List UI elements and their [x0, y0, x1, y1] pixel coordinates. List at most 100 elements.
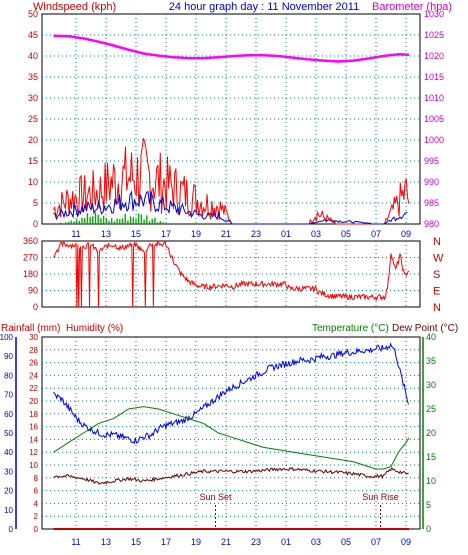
- winddir-tick-label: 360: [23, 236, 38, 246]
- x-tick-label: 03: [311, 229, 321, 239]
- windspeed-axis-title: Windspeed (kph): [33, 1, 116, 13]
- temperature-axis-title: Temperature (°C): [312, 323, 389, 334]
- windspeed-tick-label: 5: [33, 198, 38, 208]
- barometer-tick-label: 1025: [424, 30, 444, 40]
- rainfall-tick-label: 10: [29, 461, 38, 470]
- rainfall-tick-label: 14: [29, 435, 38, 444]
- x-tick-label: 19: [191, 537, 201, 547]
- temperature-tick-label: 35: [426, 356, 436, 366]
- winddir-tick-label: 0: [33, 302, 38, 312]
- rainfall-tick-label: 0: [34, 525, 39, 534]
- temperature-tick-label: 20: [426, 428, 436, 438]
- x-tick-label: 09: [401, 537, 411, 547]
- humidity-tick-label: 60: [4, 410, 13, 419]
- temperature-tick-label: 10: [426, 476, 436, 486]
- sunset-label: Sun Set: [199, 492, 232, 502]
- x-tick-label: 11: [71, 229, 80, 239]
- humidity-tick-label: 30: [4, 467, 13, 476]
- rainfall-tick-label: 24: [29, 371, 38, 380]
- compass-label: W: [433, 253, 444, 265]
- windspeed-tick-label: 0: [33, 219, 38, 229]
- barometer-tick-label: 1015: [424, 72, 444, 82]
- x-tick-label: 07: [371, 229, 381, 239]
- rainfall-tick-label: 22: [29, 384, 38, 393]
- rainfall-tick-label: 28: [29, 346, 38, 355]
- x-tick-label: 05: [341, 229, 351, 239]
- x-tick-label: 09: [401, 229, 411, 239]
- humidity-tick-label: 50: [4, 429, 13, 438]
- barometer-tick-label: 1030: [424, 9, 444, 19]
- temperature-line: [53, 406, 410, 470]
- x-tick-label: 21: [221, 537, 231, 547]
- rainfall-tick-label: 6: [34, 487, 39, 496]
- windspeed-tick-label: 25: [28, 114, 38, 124]
- winddir-tick-label: 270: [23, 253, 38, 263]
- winddir-tick-label: 180: [23, 269, 38, 279]
- windspeed-tick-label: 40: [28, 51, 38, 61]
- x-tick-label: 03: [311, 537, 321, 547]
- compass-label: S: [433, 269, 440, 281]
- x-tick-label: 01: [281, 537, 291, 547]
- compass-label: E: [433, 286, 440, 298]
- humidity-tick-label: 0: [9, 525, 14, 534]
- temperature-tick-label: 40: [426, 332, 436, 342]
- humidity-tick-label: 70: [4, 391, 13, 400]
- rainfall-tick-label: 4: [34, 499, 39, 508]
- x-tick-label: 15: [131, 229, 141, 239]
- windspeed-tick-label: 30: [28, 93, 38, 103]
- rainfall-tick-label: 26: [29, 359, 38, 368]
- x-tick-label: 23: [251, 229, 261, 239]
- x-tick-label: 17: [161, 229, 171, 239]
- humidity-axis-title: Humidity (%): [66, 323, 123, 334]
- barometer-tick-label: 985: [424, 198, 439, 208]
- humidity-tick-label: 100: [0, 333, 14, 342]
- x-tick-label: 11: [71, 537, 80, 547]
- x-tick-label: 13: [101, 229, 111, 239]
- x-tick-label: 07: [371, 537, 381, 547]
- humidity-line: [53, 342, 409, 445]
- temperature-tick-label: 15: [426, 452, 436, 462]
- barometer-tick-label: 1005: [424, 114, 444, 124]
- temperature-tick-label: 0: [426, 524, 431, 534]
- humidity-tick-label: 80: [4, 371, 13, 380]
- x-tick-label: 23: [251, 537, 261, 547]
- barometer-tick-label: 1020: [424, 51, 444, 61]
- barometer-tick-label: 1000: [424, 135, 444, 145]
- barometer-line: [53, 34, 410, 63]
- barometer-axis-title: Barometer (hpa): [372, 1, 452, 13]
- rainfall-tick-label: 16: [29, 423, 38, 432]
- dewpoint-line: [53, 466, 409, 485]
- graph-title: 24 hour graph day : 11 November 2011: [169, 1, 359, 13]
- x-tick-label: 05: [341, 537, 351, 547]
- rainfall-tick-label: 20: [29, 397, 38, 406]
- humidity-tick-label: 10: [4, 506, 13, 515]
- x-tick-label: 15: [131, 537, 141, 547]
- windspeed-tick-label: 50: [28, 9, 38, 19]
- rainfall-tick-label: 18: [29, 410, 38, 419]
- x-tick-label: 13: [101, 537, 111, 547]
- rainfall-tick-label: 12: [29, 448, 38, 457]
- x-tick-label: 21: [221, 229, 231, 239]
- barometer-tick-label: 980: [424, 219, 439, 229]
- windspeed-tick-label: 35: [28, 72, 38, 82]
- rainfall-tick-label: 30: [29, 333, 38, 342]
- rainfall-axis-title: Rainfall (mm): [1, 323, 60, 334]
- temperature-tick-label: 5: [426, 500, 431, 510]
- windspeed-tick-label: 45: [28, 30, 38, 40]
- windspeed-tick-label: 20: [28, 135, 38, 145]
- dewpoint-axis-title: Dew Point (°C): [392, 323, 458, 334]
- rainfall-tick-label: 8: [34, 474, 39, 483]
- temperature-tick-label: 25: [426, 404, 436, 414]
- windspeed-tick-label: 10: [28, 177, 38, 187]
- compass-label: N: [433, 236, 441, 248]
- x-tick-label: 01: [281, 229, 291, 239]
- humidity-tick-label: 40: [4, 448, 13, 457]
- rainfall-tick-label: 2: [34, 512, 39, 521]
- windspeed-tick-label: 15: [28, 156, 38, 166]
- winddir-line: [53, 241, 410, 308]
- windspeed-avg-line: [53, 190, 408, 225]
- barometer-tick-label: 1010: [424, 93, 444, 103]
- humidity-tick-label: 90: [4, 352, 13, 361]
- x-tick-label: 17: [161, 537, 171, 547]
